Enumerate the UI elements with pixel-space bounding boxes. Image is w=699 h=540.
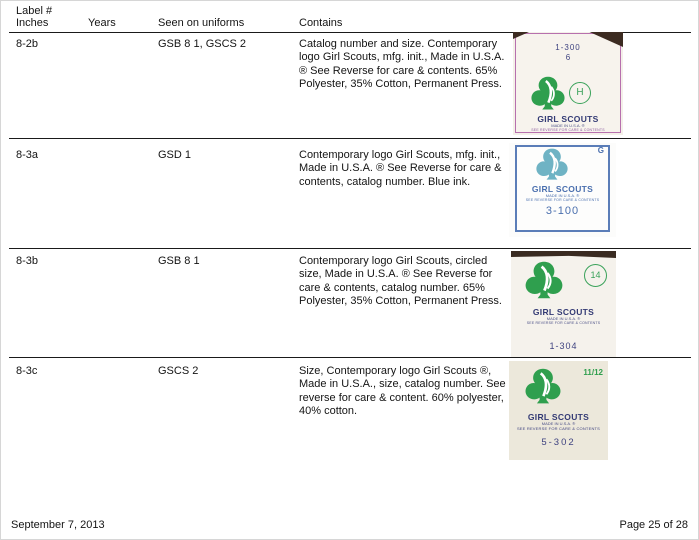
label-number-cell: 8-3a	[16, 149, 39, 161]
uniform-label-photo: 1-300 6 H GIRL SCOUTS MADE IN U.S.A. ® S…	[513, 32, 623, 135]
label-care-text: SEE REVERSE FOR CARE & CONTENTS	[525, 198, 600, 202]
fabric-label	[515, 33, 621, 133]
label-number-cell: 8-2b	[16, 38, 39, 50]
label-size: 11/12	[583, 368, 603, 377]
label-catalog-number: 1-304	[549, 341, 578, 351]
label-brand-text: GIRL SCOUTS	[537, 114, 599, 124]
label-care-text: SEE REVERSE FOR CARE & CONTENTS	[531, 128, 605, 132]
label-corner-letter: G	[597, 146, 604, 155]
label-brand-text: GIRL SCOUTS	[527, 412, 590, 422]
label-brand-text: GIRL SCOUTS	[532, 307, 595, 317]
seen-on-uniforms-cell: GSB 8 1, GSCS 2	[158, 38, 247, 50]
column-header-uniforms: Seen on uniforms	[158, 17, 245, 29]
label-made-in-text: MADE IN U.S.A. ®	[551, 123, 585, 128]
label-catalog-number: 1-300	[555, 43, 581, 52]
contains-cell: Size, Contemporary logo Girl Scouts ®, M…	[299, 365, 506, 418]
seen-on-uniforms-cell: GSB 8 1	[158, 255, 200, 267]
column-header-label-number: Label #	[16, 5, 53, 17]
seen-on-uniforms-cell: GSCS 2	[158, 365, 199, 377]
header-divider	[9, 32, 691, 33]
label-size: 6	[565, 53, 571, 62]
label-brand-text: GIRL SCOUTS	[531, 184, 594, 194]
girl-scouts-trefoil-icon	[524, 261, 564, 300]
label-care-text: SEE REVERSE FOR CARE & CONTENTS	[516, 426, 601, 431]
row-divider	[9, 138, 691, 139]
girl-scouts-trefoil-icon	[524, 368, 562, 405]
label-catalog-number: 3-100	[545, 205, 580, 217]
label-care-text: SEE REVERSE FOR CARE & CONTENTS	[526, 321, 601, 325]
uniform-label-photo: G GIRL SCOUTS MADE IN U.S.A. ® SEE REVER…	[509, 143, 616, 237]
contains-cell: Contemporary logo Girl Scouts, mfg. init…	[299, 149, 502, 188]
column-header-years: Years	[88, 17, 116, 29]
column-header-inches: Inches	[16, 17, 49, 29]
circled-size: H	[569, 82, 591, 104]
column-header-contains: Contains	[299, 17, 343, 29]
photo-background-strip	[511, 251, 616, 258]
photo-background-corner	[513, 32, 529, 39]
footer-page-number: Page 25 of 28	[619, 519, 688, 531]
row-divider	[9, 248, 691, 249]
girl-scouts-trefoil-icon	[530, 76, 566, 111]
label-number-cell: 8-3c	[16, 365, 38, 377]
printed-label-border	[515, 145, 610, 232]
circled-size: 14	[584, 264, 607, 287]
uniform-label-photo: 14 GIRL SCOUTS MADE IN U.S.A. ® SEE REVE…	[511, 251, 616, 357]
girl-scouts-trefoil-icon	[535, 148, 569, 181]
seen-on-uniforms-cell: GSD 1	[158, 149, 192, 161]
label-made-in-text: MADE IN U.S.A. ®	[541, 421, 576, 426]
contains-cell: Contemporary logo Girl Scouts, circled s…	[299, 255, 502, 308]
contains-cell: Catalog number and size. Contemporary lo…	[299, 38, 505, 91]
footer-date: September 7, 2013	[11, 519, 105, 531]
label-made-in-text: MADE IN U.S.A. ®	[545, 193, 580, 198]
row-divider	[9, 357, 691, 358]
label-number-cell: 8-3b	[16, 255, 39, 267]
uniform-label-photo: 11/12 GIRL SCOUTS MADE IN U.S.A. ® SEE R…	[509, 361, 608, 460]
label-made-in-text: MADE IN U.S.A. ®	[546, 316, 581, 321]
label-catalog-number: 5-302	[541, 437, 576, 448]
